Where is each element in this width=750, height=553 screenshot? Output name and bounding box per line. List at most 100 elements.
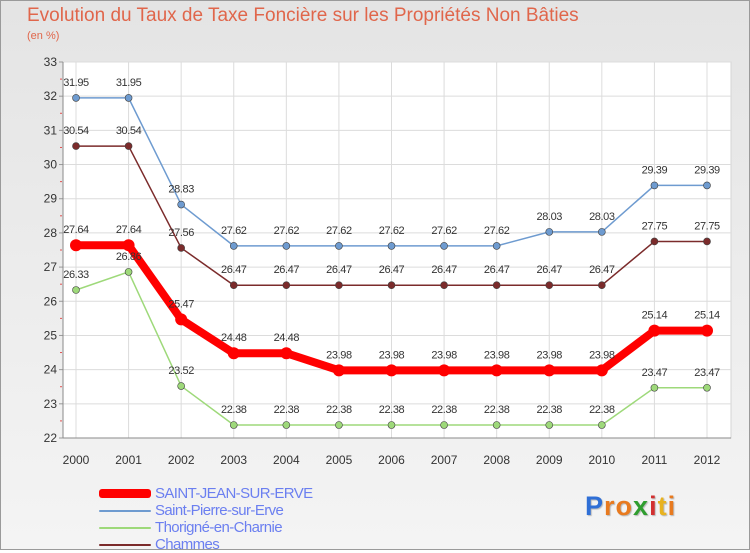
data-point-chammes-2004 [282,281,291,290]
legend-swatch-chammes [99,543,151,546]
data-point-chammes-2008 [492,281,501,290]
data-label-saint-pierre-sur-erve-2011: 29.39 [642,164,668,176]
data-point-thorigne-en-charnie-2003 [229,421,238,429]
y-tick-label-32: 32 [44,89,58,103]
data-label-saint-pierre-sur-erve-2000: 31.95 [63,77,89,89]
data-point-chammes-2009 [545,281,554,290]
data-label-thorigne-en-charnie-2008: 22.38 [484,404,510,416]
data-point-chammes-2005 [335,281,343,290]
data-label-saint-jean-sur-erve-2008: 23.98 [484,349,510,361]
data-point-chammes-2000 [72,142,80,150]
data-point-chammes-2012 [703,237,711,246]
legend-entry-chammes: Chammes [99,536,313,553]
data-label-saint-pierre-sur-erve-2003: 27.62 [221,225,247,237]
proxiti-logo: Proxiti [585,491,676,522]
y-tick-label-25: 25 [44,328,58,342]
legend-label-saint-jean-sur-erve: SAINT-JEAN-SUR-ERVE [155,485,313,502]
data-point-chammes-2003 [229,281,238,290]
y-tick-label-31: 31 [44,123,58,137]
data-point-chammes-2001 [124,142,133,150]
data-point-thorigne-en-charnie-2005 [335,421,343,429]
data-point-saint-pierre-sur-erve-2002 [177,200,185,209]
legend-swatch-thorigne-en-charnie [99,526,151,529]
data-label-saint-jean-sur-erve-2006: 23.98 [379,349,405,361]
data-point-chammes-2006 [387,281,396,290]
data-label-chammes-2006: 26.47 [379,264,405,276]
data-point-thorigne-en-charnie-2004 [282,421,291,429]
data-label-chammes-2012: 27.75 [694,220,720,232]
data-point-saint-jean-sur-erve-2000 [70,239,82,252]
data-point-saint-jean-sur-erve-2012 [701,324,713,337]
data-label-saint-jean-sur-erve-2007: 23.98 [431,349,457,361]
data-label-thorigne-en-charnie-2004: 22.38 [274,404,300,416]
plot-area [62,61,732,439]
data-label-chammes-2004: 26.47 [274,264,300,276]
data-point-chammes-2002 [177,244,185,252]
x-tick-label-2008: 2008 [483,453,510,467]
series-layer [70,94,713,429]
data-point-thorigne-en-charnie-2001 [124,268,133,276]
legend-label-chammes: Chammes [155,536,220,553]
data-label-saint-pierre-sur-erve-2009: 28.03 [536,211,562,223]
y-tick-label-26: 26 [44,294,58,308]
y-tick-label-23: 23 [44,397,58,411]
axis-layer: 22 23 24 25 26 27 28 29 30 31 32 33 2000 2001 2002 2003… [44,55,731,467]
legend-entry-saint-pierre-sur-erve: Saint-Pierre-sur-Erve [99,502,313,519]
data-label-saint-pierre-sur-erve-2005: 27.62 [326,225,352,237]
data-label-saint-pierre-sur-erve-2007: 27.62 [431,225,457,237]
x-tick-label-2009: 2009 [536,453,563,467]
data-point-chammes-2011 [650,237,659,246]
data-label-thorigne-en-charnie-2011: 23.47 [642,367,668,379]
data-label-thorigne-en-charnie-2003: 22.38 [221,404,247,416]
legend-swatch-saint-pierre-sur-erve [99,509,151,512]
data-point-thorigne-en-charnie-2009 [545,421,554,429]
chart-subtitle: (en %) [27,30,60,42]
data-label-chammes-2002: 27.56 [168,227,194,239]
data-point-thorigne-en-charnie-2006 [387,421,396,429]
logo-letter: x [633,491,650,521]
data-point-saint-jean-sur-erve-2005 [332,364,345,377]
data-point-saint-jean-sur-erve-2003 [227,347,240,360]
data-point-saint-pierre-sur-erve-2009 [545,228,554,236]
data-label-chammes-2009: 26.47 [536,264,562,276]
x-tick-label-2003: 2003 [220,453,247,467]
data-label-saint-jean-sur-erve-2005: 23.98 [326,349,352,361]
data-label-saint-jean-sur-erve-2002: 25.47 [168,298,194,310]
data-label-saint-pierre-sur-erve-2006: 27.62 [379,225,405,237]
data-point-saint-pierre-sur-erve-2000 [72,94,80,102]
data-label-saint-jean-sur-erve-2000: 27.64 [63,224,89,236]
data-point-thorigne-en-charnie-2012 [703,383,711,392]
data-label-chammes-2003: 26.47 [221,264,247,276]
data-point-saint-pierre-sur-erve-2001 [124,94,133,102]
legend: SAINT-JEAN-SUR-ERVE Saint-Pierre-sur-Erv… [99,485,313,553]
data-point-saint-jean-sur-erve-2011 [648,324,661,337]
x-tick-label-2010: 2010 [588,453,615,467]
x-tick-label-2007: 2007 [431,453,458,467]
data-point-saint-pierre-sur-erve-2010 [598,228,606,236]
data-point-saint-pierre-sur-erve-2005 [335,242,343,250]
data-label-saint-jean-sur-erve-2003: 24.48 [221,332,247,344]
data-point-saint-jean-sur-erve-2004 [280,347,293,360]
data-label-thorigne-en-charnie-2009: 22.38 [536,404,562,416]
data-point-saint-pierre-sur-erve-2003 [229,242,238,250]
data-label-chammes-2008: 26.47 [484,264,510,276]
data-point-saint-pierre-sur-erve-2006 [387,242,396,250]
data-label-saint-pierre-sur-erve-2001: 31.95 [116,77,142,89]
data-point-saint-pierre-sur-erve-2011 [650,181,659,190]
data-point-saint-pierre-sur-erve-2012 [703,181,711,190]
data-label-thorigne-en-charnie-2005: 22.38 [326,404,352,416]
y-tick-label-28: 28 [44,226,58,240]
legend-entry-saint-jean-sur-erve: SAINT-JEAN-SUR-ERVE [99,485,313,502]
x-tick-label-2004: 2004 [273,453,300,467]
data-label-saint-pierre-sur-erve-2012: 29.39 [694,164,720,176]
data-point-thorigne-en-charnie-2008 [492,421,501,429]
data-label-thorigne-en-charnie-2002: 23.52 [168,365,194,377]
data-point-chammes-2007 [440,281,448,290]
data-label-saint-pierre-sur-erve-2004: 27.62 [274,225,300,237]
logo-letter: o [615,491,634,521]
y-tick-label-30: 30 [44,158,58,172]
data-label-thorigne-en-charnie-2010: 22.38 [589,404,615,416]
y-tick-label-22: 22 [44,431,58,445]
